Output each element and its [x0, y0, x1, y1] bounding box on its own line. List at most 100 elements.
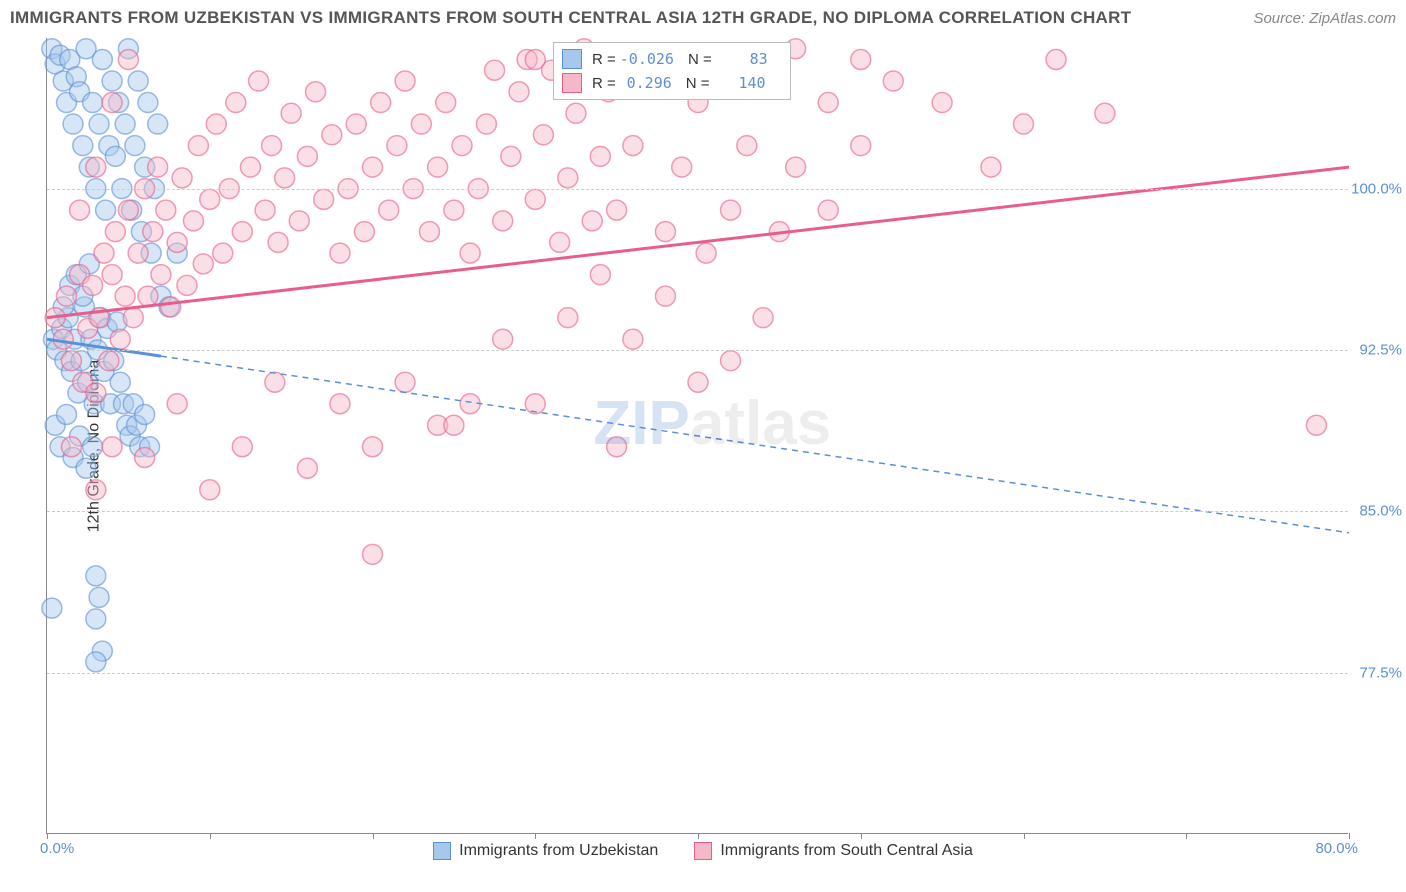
- data-point: [330, 243, 350, 263]
- data-point: [83, 275, 103, 295]
- data-point: [99, 351, 119, 371]
- data-point: [558, 308, 578, 328]
- data-point: [232, 222, 252, 242]
- data-point: [61, 437, 81, 457]
- chart-source: Source: ZipAtlas.com: [1253, 10, 1396, 27]
- data-point: [550, 232, 570, 252]
- data-point: [73, 136, 93, 156]
- x-tick: [1349, 833, 1350, 839]
- x-tick: [1186, 833, 1187, 839]
- x-tick: [1024, 833, 1025, 839]
- gridline: [47, 511, 1348, 512]
- data-point: [607, 437, 627, 457]
- data-point: [148, 157, 168, 177]
- stat-n-value: 140: [714, 74, 766, 92]
- data-point: [346, 114, 366, 134]
- data-point: [501, 146, 521, 166]
- data-point: [533, 125, 553, 145]
- legend-swatch: [562, 73, 582, 93]
- data-point: [115, 286, 135, 306]
- data-point: [123, 308, 143, 328]
- data-point: [932, 93, 952, 113]
- data-point: [128, 71, 148, 91]
- data-point: [213, 243, 233, 263]
- data-point: [428, 157, 448, 177]
- data-point: [363, 157, 383, 177]
- data-point: [92, 50, 112, 70]
- data-point: [297, 458, 317, 478]
- data-point: [138, 286, 158, 306]
- data-point: [183, 211, 203, 231]
- data-point: [721, 200, 741, 220]
- gridline: [47, 189, 1348, 190]
- bottom-legend: Immigrants from UzbekistanImmigrants fro…: [0, 842, 1406, 865]
- gridline: [47, 350, 1348, 351]
- x-tick: [210, 833, 211, 839]
- data-point: [493, 329, 513, 349]
- data-point: [83, 93, 103, 113]
- data-point: [330, 394, 350, 414]
- data-point: [86, 480, 106, 500]
- data-point: [138, 93, 158, 113]
- data-point: [143, 222, 163, 242]
- legend-item: Immigrants from South Central Asia: [694, 842, 973, 860]
- data-point: [265, 372, 285, 392]
- data-point: [509, 82, 529, 102]
- data-point: [655, 222, 675, 242]
- data-point: [590, 146, 610, 166]
- data-point: [110, 372, 130, 392]
- data-point: [525, 394, 545, 414]
- data-point: [851, 136, 871, 156]
- stat-r-label: R =: [592, 51, 616, 68]
- data-point: [161, 297, 181, 317]
- data-point: [883, 71, 903, 91]
- data-point: [444, 200, 464, 220]
- data-point: [42, 598, 62, 618]
- data-point: [102, 93, 122, 113]
- legend-swatch: [694, 842, 712, 860]
- data-point: [322, 125, 342, 145]
- data-point: [268, 232, 288, 252]
- data-point: [395, 71, 415, 91]
- data-point: [262, 136, 282, 156]
- data-point: [102, 71, 122, 91]
- data-point: [419, 222, 439, 242]
- data-point: [156, 200, 176, 220]
- data-point: [105, 146, 125, 166]
- x-tick: [535, 833, 536, 839]
- stat-r-label: R =: [592, 75, 616, 92]
- data-point: [83, 437, 103, 457]
- chart-header: IMMIGRANTS FROM UZBEKISTAN VS IMMIGRANTS…: [10, 8, 1396, 28]
- stat-n-value: 83: [716, 50, 768, 68]
- trend-line: [47, 167, 1349, 318]
- data-point: [607, 200, 627, 220]
- data-point: [148, 114, 168, 134]
- data-point: [851, 50, 871, 70]
- data-point: [70, 200, 90, 220]
- stat-r-value: -0.026: [620, 50, 674, 68]
- data-point: [86, 609, 106, 629]
- data-point: [86, 652, 106, 672]
- data-point: [200, 480, 220, 500]
- legend-swatch: [562, 49, 582, 69]
- data-point: [255, 200, 275, 220]
- chart-svg: [47, 38, 1348, 833]
- data-point: [151, 265, 171, 285]
- data-point: [1046, 50, 1066, 70]
- data-point: [102, 437, 122, 457]
- x-tick: [861, 833, 862, 839]
- data-point: [275, 168, 295, 188]
- data-point: [590, 265, 610, 285]
- data-point: [1095, 103, 1115, 123]
- data-point: [354, 222, 374, 242]
- data-point: [96, 200, 116, 220]
- data-point: [696, 243, 716, 263]
- data-point: [167, 394, 187, 414]
- stats-legend-row: R =0.296N =140: [562, 71, 782, 95]
- legend-swatch: [433, 842, 451, 860]
- data-point: [672, 157, 692, 177]
- data-point: [452, 136, 472, 156]
- data-point: [226, 93, 246, 113]
- data-point: [105, 222, 125, 242]
- data-point: [57, 286, 77, 306]
